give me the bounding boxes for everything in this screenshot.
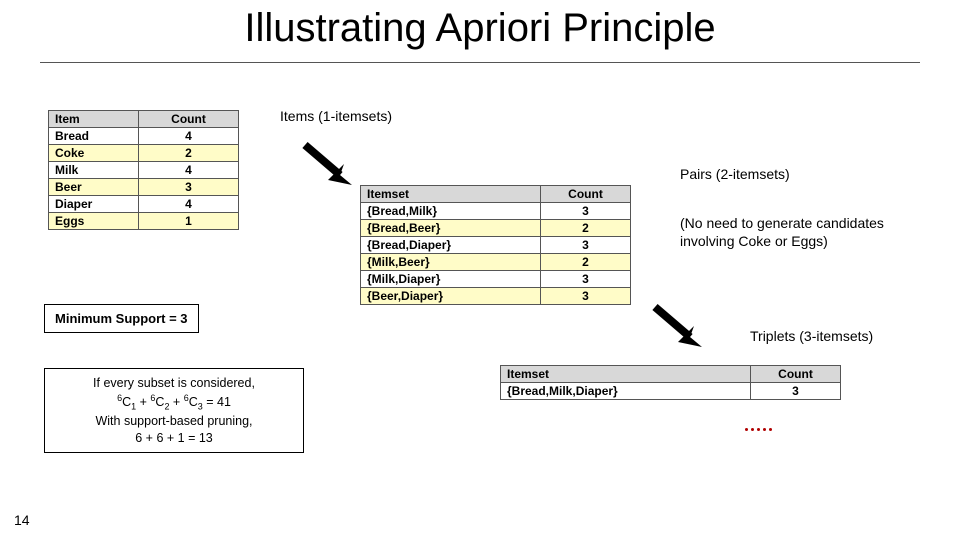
table-cell: 4 xyxy=(139,196,239,213)
table-cell: 2 xyxy=(541,254,631,271)
table-cell: {Milk,Beer} xyxy=(361,254,541,271)
table-cell: 4 xyxy=(139,128,239,145)
table-cell: {Bread,Beer} xyxy=(361,220,541,237)
table-cell: 2 xyxy=(139,145,239,162)
slide-title: Illustrating Apriori Principle xyxy=(0,6,960,51)
table-cell: 1 xyxy=(139,213,239,230)
triplets-table-header-itemset: Itemset xyxy=(501,366,751,383)
table-cell: Beer xyxy=(49,179,139,196)
table-cell: {Bread,Milk} xyxy=(361,203,541,220)
items-table: Item Count Bread4Coke2Milk4Beer3Diaper4E… xyxy=(48,110,239,230)
table-cell: Coke xyxy=(49,145,139,162)
table-cell: Diaper xyxy=(49,196,139,213)
table-cell: 2 xyxy=(541,220,631,237)
title-underline xyxy=(40,62,920,63)
table-cell: {Beer,Diaper} xyxy=(361,288,541,305)
triplets-table: Itemset Count {Bread,Milk,Diaper}3 xyxy=(500,365,841,400)
pairs-label: Pairs (2-itemsets) xyxy=(680,166,790,182)
pairs-table: Itemset Count {Bread,Milk}3{Bread,Beer}2… xyxy=(360,185,631,305)
pairs-table-header-itemset: Itemset xyxy=(361,186,541,203)
table-cell: 3 xyxy=(541,237,631,254)
pairs-table-header-count: Count xyxy=(541,186,631,203)
items-table-body: Bread4Coke2Milk4Beer3Diaper4Eggs1 xyxy=(49,128,239,230)
arrow-down-right-2 xyxy=(650,302,710,352)
arrow-down-right-1 xyxy=(300,140,360,190)
triplets-label: Triplets (3-itemsets) xyxy=(750,328,873,344)
calc-line-1: If every subset is considered, xyxy=(53,375,295,392)
triplets-table-body: {Bread,Milk,Diaper}3 xyxy=(501,383,841,400)
table-cell: 3 xyxy=(541,203,631,220)
calc-line-3: With support-based pruning, xyxy=(53,413,295,430)
table-cell: Bread xyxy=(49,128,139,145)
table-cell: 3 xyxy=(541,271,631,288)
table-cell: 3 xyxy=(751,383,841,400)
table-cell: Milk xyxy=(49,162,139,179)
ellipsis-dots xyxy=(745,418,775,436)
items-table-header-item: Item xyxy=(49,111,139,128)
table-cell: 3 xyxy=(139,179,239,196)
items-label: Items (1-itemsets) xyxy=(280,108,392,124)
pairs-table-body: {Bread,Milk}3{Bread,Beer}2{Bread,Diaper}… xyxy=(361,203,631,305)
minimum-support-box: Minimum Support = 3 xyxy=(44,304,199,333)
items-table-header-count: Count xyxy=(139,111,239,128)
table-cell: {Bread,Diaper} xyxy=(361,237,541,254)
page-number: 14 xyxy=(14,512,30,528)
table-cell: Eggs xyxy=(49,213,139,230)
pairs-note: (No need to generate candidates involvin… xyxy=(680,214,910,250)
calc-line-2: 6C1 + 6C2 + 6C3 = 41 xyxy=(53,392,295,413)
calculation-box: If every subset is considered, 6C1 + 6C2… xyxy=(44,368,304,453)
triplets-table-header-count: Count xyxy=(751,366,841,383)
table-cell: 3 xyxy=(541,288,631,305)
table-cell: 4 xyxy=(139,162,239,179)
table-cell: {Bread,Milk,Diaper} xyxy=(501,383,751,400)
table-cell: {Milk,Diaper} xyxy=(361,271,541,288)
calc-line-4: 6 + 6 + 1 = 13 xyxy=(53,430,295,447)
